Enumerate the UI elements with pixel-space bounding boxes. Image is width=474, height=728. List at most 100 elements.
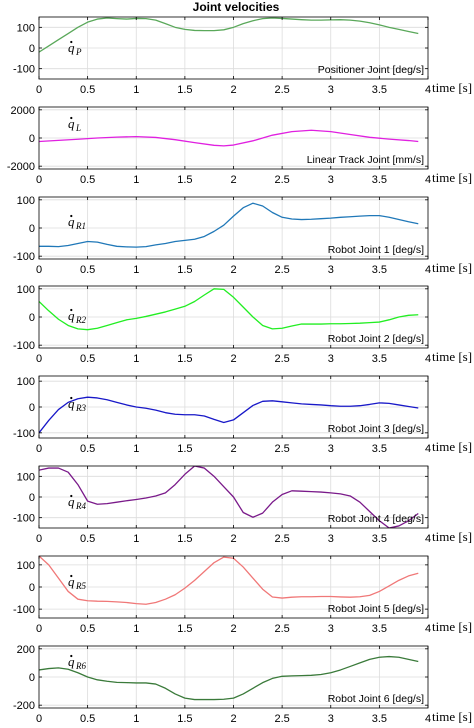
x-tick-label: 2: [230, 443, 236, 455]
y-tick-label: 100: [17, 284, 35, 296]
series-symbol: q: [68, 396, 75, 411]
x-tick-label: 0: [36, 713, 42, 725]
series-line: [39, 129, 419, 147]
y-tick-label: 100: [17, 471, 35, 483]
x-tick-label: 3.5: [372, 353, 387, 365]
series-line: [39, 466, 419, 528]
x-tick-label: 2: [230, 713, 236, 725]
series-name-label: Robot Joint 6 [deg/s]: [328, 693, 424, 705]
x-tick-label: 2.5: [274, 713, 289, 725]
x-tick-label: 0.5: [80, 533, 95, 545]
x-tick-label: 2: [230, 84, 236, 96]
series-name-label: Positioner Joint [deg/s]: [318, 64, 424, 76]
series-symbol-subscript: R4: [75, 501, 86, 511]
x-tick-label: 3.5: [372, 264, 387, 276]
series-symbol-subscript: L: [75, 123, 81, 133]
x-axis-label: time [s]: [432, 619, 472, 634]
series-symbol: q: [68, 116, 75, 131]
x-tick-label: 1.5: [177, 264, 192, 276]
symbol-dot: [70, 116, 73, 120]
x-tick-label: 1: [133, 533, 139, 545]
x-tick-label: 2.5: [274, 623, 289, 635]
y-tick-label: 2000: [11, 105, 35, 117]
x-tick-label: 3.5: [372, 174, 387, 186]
series-symbol-subscript: R3: [75, 403, 86, 413]
series-symbol-subscript: R5: [75, 581, 86, 591]
x-axis-label: time [s]: [432, 439, 472, 454]
x-tick-label: 1.5: [177, 623, 192, 635]
y-tick-label: 0: [29, 582, 35, 594]
x-axis-label: time [s]: [432, 529, 472, 544]
x-tick-label: 2.5: [274, 264, 289, 276]
series-line: [39, 202, 419, 248]
x-tick-label: 3: [328, 174, 334, 186]
x-tick-label: 4: [425, 84, 431, 96]
y-tick-label: 0: [29, 312, 35, 324]
series-symbol: q: [68, 654, 75, 669]
y-tick-label: 0: [29, 223, 35, 235]
x-tick-label: 0.5: [80, 174, 95, 186]
x-tick-label: 1: [133, 264, 139, 276]
x-tick-label: 1: [133, 174, 139, 186]
y-tick-label: -2000: [7, 161, 35, 173]
series-name-label: Robot Joint 5 [deg/s]: [328, 603, 424, 615]
x-tick-label: 0: [36, 264, 42, 276]
x-tick-label: 1: [133, 84, 139, 96]
y-tick-label: 100: [17, 376, 35, 388]
x-tick-label: 0: [36, 443, 42, 455]
x-tick-label: 2: [230, 533, 236, 545]
x-tick-label: 0.5: [80, 353, 95, 365]
x-tick-label: 1: [133, 443, 139, 455]
x-tick-label: 2: [230, 623, 236, 635]
x-tick-label: 0: [36, 84, 42, 96]
series-symbol-subscript: P: [75, 47, 82, 57]
y-tick-label: 0: [29, 492, 35, 504]
series-line: [39, 556, 419, 605]
x-tick-label: 0: [36, 174, 42, 186]
x-tick-label: 3: [328, 623, 334, 635]
symbol-dot: [70, 214, 73, 218]
x-tick-label: 0.5: [80, 713, 95, 725]
y-tick-label: 0: [29, 672, 35, 684]
y-tick-label: -100: [13, 251, 35, 263]
x-tick-label: 3.5: [372, 713, 387, 725]
x-tick-label: 2: [230, 174, 236, 186]
y-tick-label: -100: [13, 428, 35, 440]
series-name-label: Robot Joint 1 [deg/s]: [328, 244, 424, 256]
x-tick-label: 2.5: [274, 174, 289, 186]
x-tick-label: 0: [36, 353, 42, 365]
series-symbol-subscript: R6: [75, 661, 86, 671]
x-tick-label: 3.5: [372, 623, 387, 635]
x-tick-label: 2.5: [274, 353, 289, 365]
x-tick-label: 4: [425, 443, 431, 455]
series-line: [39, 655, 419, 701]
series-symbol: q: [68, 40, 75, 55]
series-name-label: Robot Joint 3 [deg/s]: [328, 423, 424, 435]
y-tick-label: -200: [13, 700, 35, 712]
x-tick-label: 1.5: [177, 443, 192, 455]
x-tick-label: 4: [425, 174, 431, 186]
x-tick-label: 2: [230, 353, 236, 365]
x-tick-label: 3: [328, 264, 334, 276]
x-tick-label: 4: [425, 623, 431, 635]
symbol-dot: [70, 494, 73, 498]
x-tick-label: 3.5: [372, 443, 387, 455]
x-tick-label: 4: [425, 713, 431, 725]
y-tick-label: 200: [17, 644, 35, 656]
chart-title: Joint velocities: [193, 0, 280, 14]
x-axis-label: time [s]: [432, 709, 472, 724]
x-tick-label: 3.5: [372, 533, 387, 545]
y-tick-label: -100: [13, 340, 35, 352]
x-tick-label: 2.5: [274, 443, 289, 455]
y-tick-label: -100: [13, 64, 35, 76]
x-tick-label: 2.5: [274, 84, 289, 96]
y-tick-label: 0: [29, 43, 35, 55]
x-tick-label: 0.5: [80, 623, 95, 635]
x-tick-label: 1: [133, 623, 139, 635]
